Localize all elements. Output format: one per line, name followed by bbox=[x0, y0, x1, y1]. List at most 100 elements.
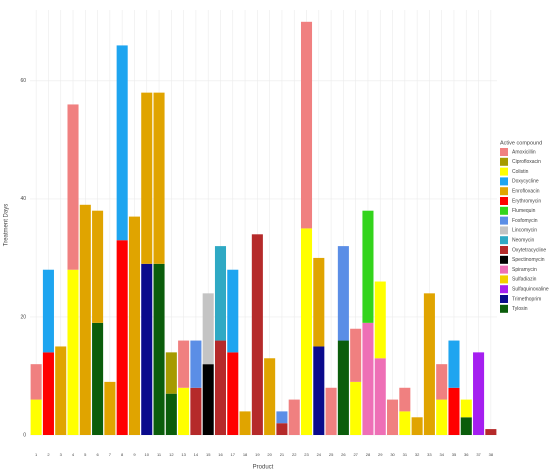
bar-segment bbox=[92, 322, 104, 435]
x-tick-label: 32 bbox=[415, 452, 420, 457]
x-tick-label: 19 bbox=[255, 452, 260, 457]
x-tick-label: 14 bbox=[194, 452, 199, 457]
x-tick-label: 38 bbox=[489, 452, 494, 457]
x-tick-label: 20 bbox=[267, 452, 272, 457]
legend-swatch bbox=[500, 187, 508, 196]
bar-segment bbox=[276, 411, 288, 424]
bar-segment bbox=[313, 257, 325, 347]
x-tick-label: 25 bbox=[329, 452, 334, 457]
bar-segment bbox=[79, 204, 91, 435]
bar-segment bbox=[227, 352, 239, 435]
x-tick-label: 13 bbox=[181, 452, 186, 457]
legend-label: Oxytetracycline bbox=[512, 247, 546, 253]
bar-segment bbox=[128, 216, 140, 435]
bar-segment bbox=[362, 210, 374, 323]
x-tick-label: 35 bbox=[452, 452, 457, 457]
bar-segment bbox=[178, 387, 190, 435]
legend-label: Doxycycline bbox=[512, 179, 539, 185]
bar-segment bbox=[362, 322, 374, 435]
x-tick-label: 1 bbox=[35, 452, 38, 457]
bar-segment bbox=[202, 364, 214, 435]
legend-swatch bbox=[500, 236, 508, 245]
x-tick-label: 33 bbox=[427, 452, 432, 457]
x-tick-label: 24 bbox=[317, 452, 322, 457]
legend-swatch bbox=[500, 246, 508, 254]
bar-segment bbox=[485, 429, 497, 435]
bar-segment bbox=[165, 393, 177, 435]
x-tick-label: 2 bbox=[47, 452, 50, 457]
bar-segment bbox=[227, 269, 239, 353]
bar-segment bbox=[55, 346, 67, 435]
legend-label: Spiramycin bbox=[512, 267, 537, 273]
x-tick-label: 9 bbox=[133, 452, 136, 457]
bar-segment bbox=[276, 423, 288, 435]
bar-segment bbox=[436, 364, 448, 400]
bar-segment bbox=[214, 340, 227, 435]
legend-swatch bbox=[500, 197, 508, 205]
bar-segment bbox=[153, 263, 165, 435]
bar-segment bbox=[350, 328, 362, 382]
x-tick-label: 27 bbox=[353, 452, 358, 457]
bar-segment bbox=[300, 21, 313, 229]
x-tick-label: 11 bbox=[157, 452, 162, 457]
x-tick-label: 10 bbox=[145, 452, 150, 457]
x-tick-label: 21 bbox=[280, 452, 285, 457]
legend-swatch bbox=[500, 304, 508, 313]
legend-swatch bbox=[500, 177, 508, 186]
bar-segment bbox=[239, 411, 251, 435]
bar-segment bbox=[387, 399, 399, 435]
x-tick-label: 8 bbox=[121, 452, 124, 457]
bar-segment bbox=[325, 387, 337, 435]
x-tick-label: 5 bbox=[84, 452, 87, 457]
legend-swatch bbox=[500, 167, 508, 176]
x-tick-label: 4 bbox=[72, 452, 75, 457]
legend-label: Flumequin bbox=[512, 208, 536, 214]
bar-segment bbox=[313, 346, 325, 435]
bar-segment bbox=[337, 246, 349, 341]
legend-label: Trimethoprim bbox=[512, 296, 541, 302]
bar-segment bbox=[190, 387, 202, 435]
bar-segment bbox=[374, 358, 386, 435]
legend-label: Ciprofloxacin bbox=[512, 159, 541, 165]
bar-segment bbox=[141, 92, 153, 264]
x-tick-label: 23 bbox=[304, 452, 309, 457]
bar-segment bbox=[202, 293, 214, 365]
legend-label: Colistin bbox=[512, 169, 529, 175]
legend-swatch bbox=[500, 216, 508, 225]
x-tick-label: 26 bbox=[341, 452, 346, 457]
bar-segment bbox=[190, 340, 202, 388]
legend-label: Lincomycin bbox=[512, 228, 537, 234]
legend-swatch bbox=[500, 206, 508, 215]
bar-segment bbox=[116, 45, 128, 241]
x-tick-label: 18 bbox=[243, 452, 248, 457]
bar-segment bbox=[178, 340, 190, 388]
x-tick-label: 22 bbox=[292, 452, 297, 457]
legend-swatch bbox=[500, 285, 508, 294]
bar-segment bbox=[300, 228, 313, 435]
bar-segment bbox=[350, 381, 362, 435]
bar-segment bbox=[104, 381, 116, 435]
y-axis-title: Treatment Days bbox=[4, 204, 10, 246]
y-tick-label: 20 bbox=[20, 314, 26, 320]
bar-segment bbox=[92, 210, 104, 323]
x-tick-label: 17 bbox=[231, 452, 236, 457]
legend-swatch bbox=[500, 295, 508, 303]
bar-segment bbox=[67, 269, 79, 435]
bar-segment bbox=[141, 263, 153, 435]
legend-swatch bbox=[500, 148, 508, 156]
legend-swatch bbox=[500, 255, 508, 264]
bar-segment bbox=[448, 387, 460, 435]
bar-segment bbox=[436, 399, 448, 435]
bar-segment bbox=[337, 340, 349, 435]
bar-segment bbox=[30, 399, 42, 435]
legend-label: Tylosin bbox=[512, 306, 528, 312]
bar-segment bbox=[153, 92, 165, 264]
bar-segment bbox=[399, 411, 411, 435]
legend-label: Erythromycin bbox=[512, 198, 541, 204]
y-tick-label: 40 bbox=[20, 196, 26, 202]
x-tick-label: 7 bbox=[109, 452, 112, 457]
x-tick-label: 3 bbox=[60, 452, 63, 457]
y-tick-label: 0 bbox=[23, 432, 26, 438]
legend-swatch bbox=[500, 275, 508, 284]
